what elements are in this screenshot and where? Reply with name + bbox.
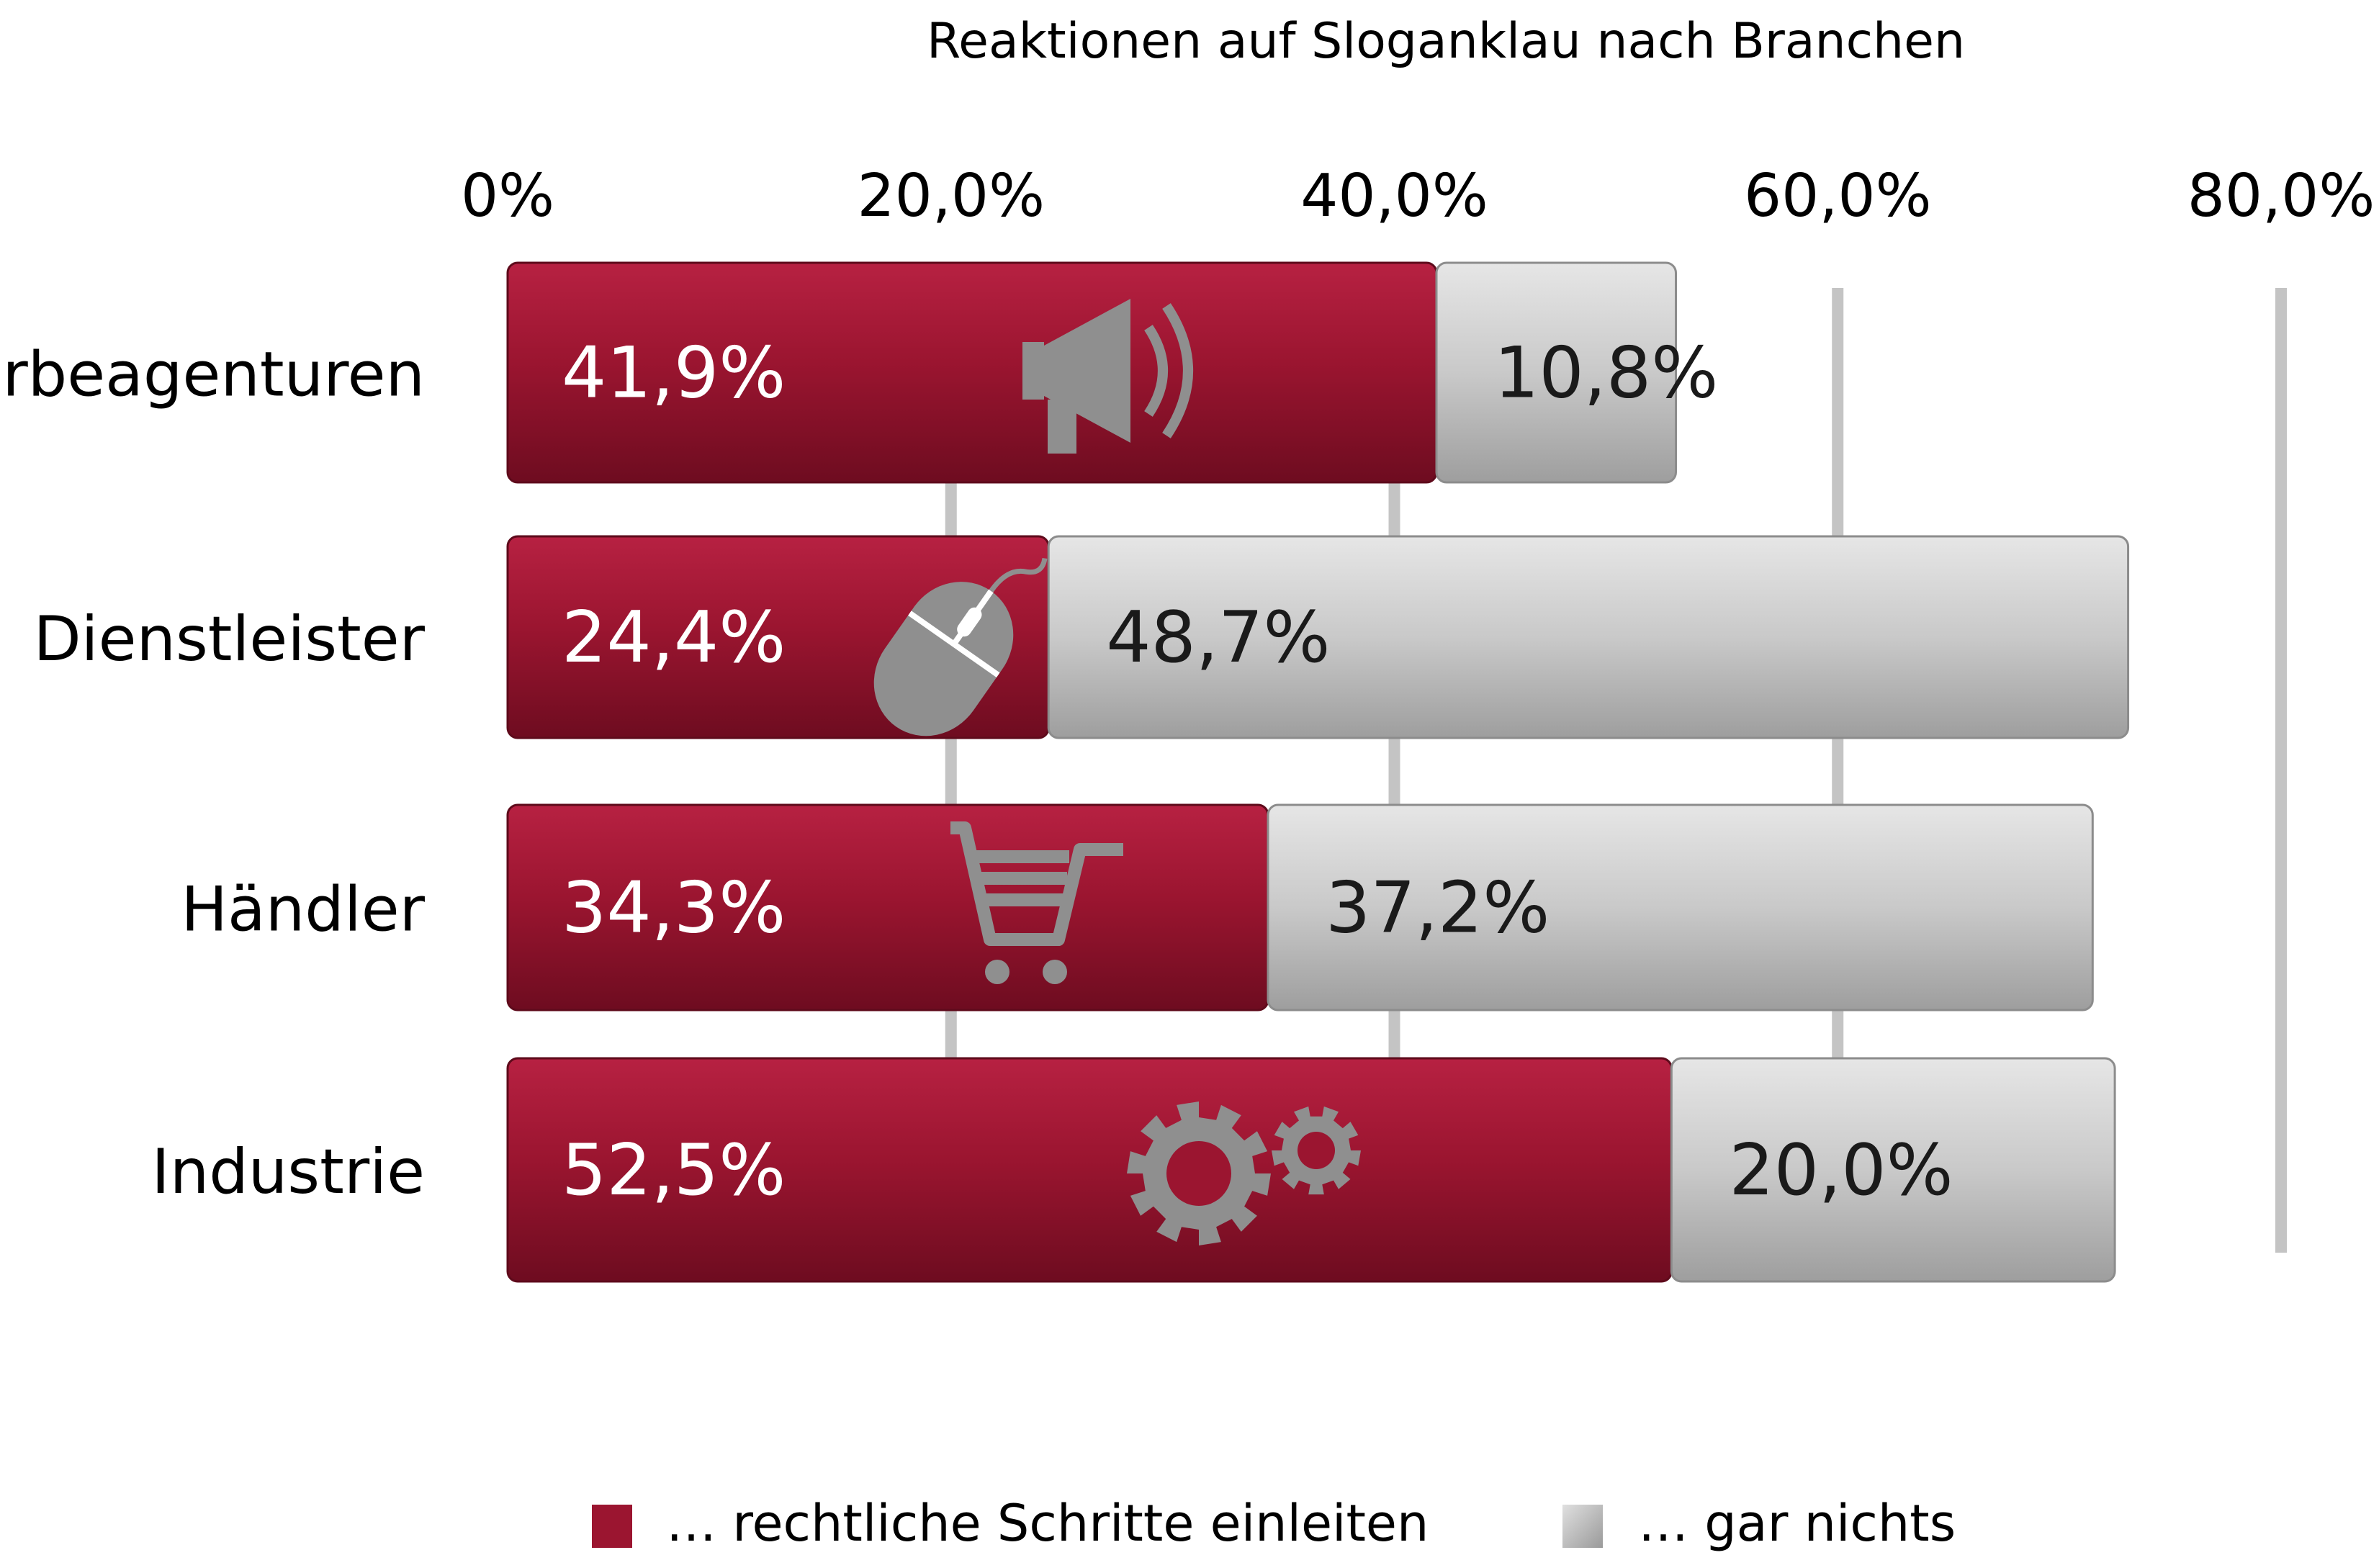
bar-nothing-3 (1670, 1057, 2116, 1283)
data-label: 24,4% (562, 597, 786, 679)
legend: … rechtliche Schritte einleiten … gar ni… (592, 1494, 1956, 1553)
category-label: Industrie (151, 1136, 425, 1208)
category-label: Dienstleister (33, 603, 425, 675)
category-labels: Werbeagenturen Dienstleister Händler Indust… (0, 339, 426, 1209)
chart-title: Reaktionen auf Sloganklau nach Branchen (927, 13, 1965, 70)
data-label: 52,5% (562, 1130, 786, 1212)
data-label: 20,0% (1729, 1130, 1953, 1212)
legend-swatch-red (592, 1505, 632, 1548)
bar-nothing-0 (1435, 261, 1678, 484)
gears-icon (1127, 1101, 1361, 1245)
data-label: 10,8% (1494, 333, 1718, 415)
x-axis-ticks: 0% 20,0% 40,0% 60,0% 80,0% (461, 162, 2375, 230)
x-tick-label: 60,0% (1744, 162, 1932, 230)
data-labels: 41,9% 10,8% 24,4% 48,7% 34,3% 37,2% 52,5% 20,0% (562, 333, 1953, 1212)
category-label: Händler (181, 874, 425, 946)
data-label: 34,3% (562, 868, 786, 950)
legend-label-series-1: … rechtliche Schritte einleiten (666, 1494, 1429, 1553)
data-label: 41,9% (562, 333, 786, 415)
bar-nothing-1 (1047, 535, 2130, 739)
bars (506, 261, 2130, 1283)
x-tick-label: 80,0% (2187, 162, 2375, 230)
x-tick-label: 40,0% (1300, 162, 1488, 230)
category-label: Werbeagenturen (0, 339, 425, 411)
data-label: 48,7% (1106, 597, 1330, 679)
legend-label-series-2: … gar nichts (1638, 1494, 1956, 1553)
category-icons (873, 299, 1361, 1245)
shopping-cart-icon (950, 821, 1123, 984)
x-tick-label: 20,0% (858, 162, 1045, 230)
megaphone-icon (1022, 299, 1193, 454)
bar-nothing-2 (1267, 803, 2094, 1011)
mouse-icon (873, 557, 1048, 736)
legend-swatch-gray (1562, 1505, 1603, 1548)
data-label: 37,2% (1326, 868, 1550, 950)
x-tick-label: 0% (461, 162, 554, 230)
